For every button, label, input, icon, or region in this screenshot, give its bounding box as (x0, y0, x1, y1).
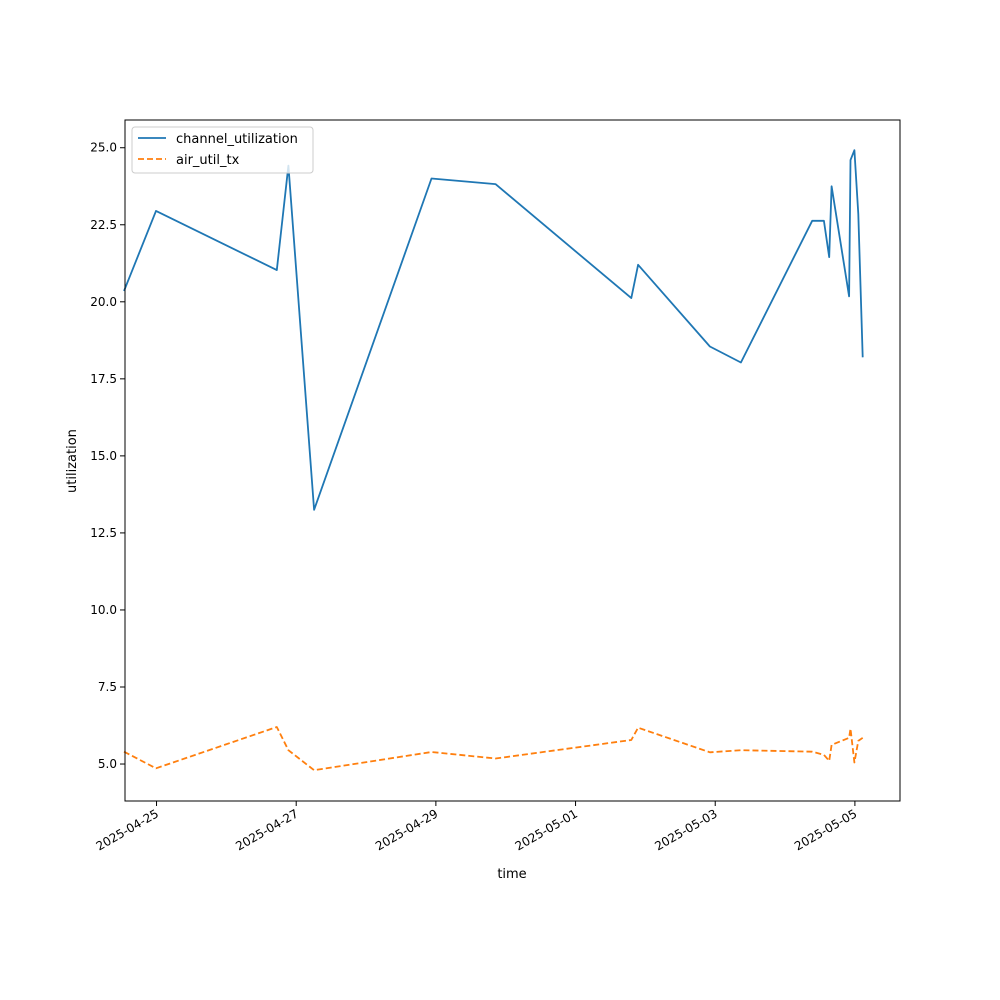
x-tick-label: 2025-04-29 (373, 806, 440, 853)
y-tick-label: 22.5 (90, 218, 117, 232)
y-axis-label: utilization (65, 429, 80, 493)
y-tick-label: 7.5 (98, 680, 117, 694)
x-tick-label: 2025-04-27 (233, 806, 300, 853)
series-line-air-util-tx (123, 726, 864, 772)
x-tick-label: 2025-05-05 (792, 806, 859, 853)
y-tick-label: 12.5 (90, 526, 117, 540)
series-line-channel-utilization (123, 149, 864, 511)
plot-frame (124, 119, 901, 802)
plot-lines (123, 149, 864, 772)
x-axis: 2025-04-25 2025-04-27 2025-04-29 2025-05-01… (94, 801, 859, 853)
y-tick-label: 15.0 (90, 449, 117, 463)
y-tick-label: 25.0 (90, 141, 117, 155)
y-axis: 5.0 7.5 10.0 12.5 15.0 17.5 20.0 22.5 25.0 (90, 141, 125, 771)
y-tick-label: 20.0 (90, 295, 117, 309)
legend-label-air-util-tx: air_util_tx (176, 153, 240, 168)
y-tick-label: 17.5 (90, 372, 117, 386)
legend-label-channel-utilization: channel_utilization (176, 132, 298, 147)
legend-box (131, 126, 314, 174)
x-axis-label: time (497, 867, 526, 882)
x-tick-label: 2025-05-01 (513, 806, 580, 853)
y-tick-label: 5.0 (98, 757, 117, 771)
y-tick-label: 10.0 (90, 603, 117, 617)
legend: channel_utilization air_util_tx (131, 126, 314, 174)
x-tick-label: 2025-04-25 (94, 806, 161, 853)
x-tick-label: 2025-05-03 (652, 806, 719, 853)
